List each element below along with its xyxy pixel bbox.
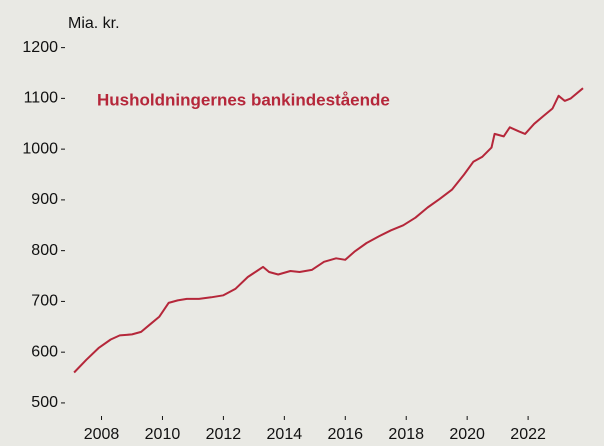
x-tick-label: 2022 (510, 426, 546, 443)
series-label: Husholdningernes bankindestående (97, 90, 390, 109)
x-tick-label: 2016 (327, 426, 363, 443)
x-tick-label: 2012 (206, 426, 242, 443)
y-tick-label: 1000 (22, 140, 58, 157)
y-axis-label: Mia. kr. (68, 15, 120, 32)
y-tick-label: 500 (31, 394, 58, 411)
x-tick-label: 2014 (267, 426, 303, 443)
y-tick-label: 1100 (24, 90, 59, 107)
x-tick-label: 2008 (84, 426, 120, 443)
y-tick-label: 1200 (22, 39, 58, 56)
x-tick-label: 2018 (388, 426, 424, 443)
y-tick-label: 600 (31, 343, 58, 360)
x-tick-label: 2020 (449, 426, 485, 443)
y-tick-label: 800 (31, 242, 58, 259)
series-line (73, 87, 584, 374)
x-tick-label: 2010 (145, 426, 181, 443)
y-tick-label: 700 (31, 293, 58, 310)
y-tick-label: 900 (31, 191, 58, 208)
